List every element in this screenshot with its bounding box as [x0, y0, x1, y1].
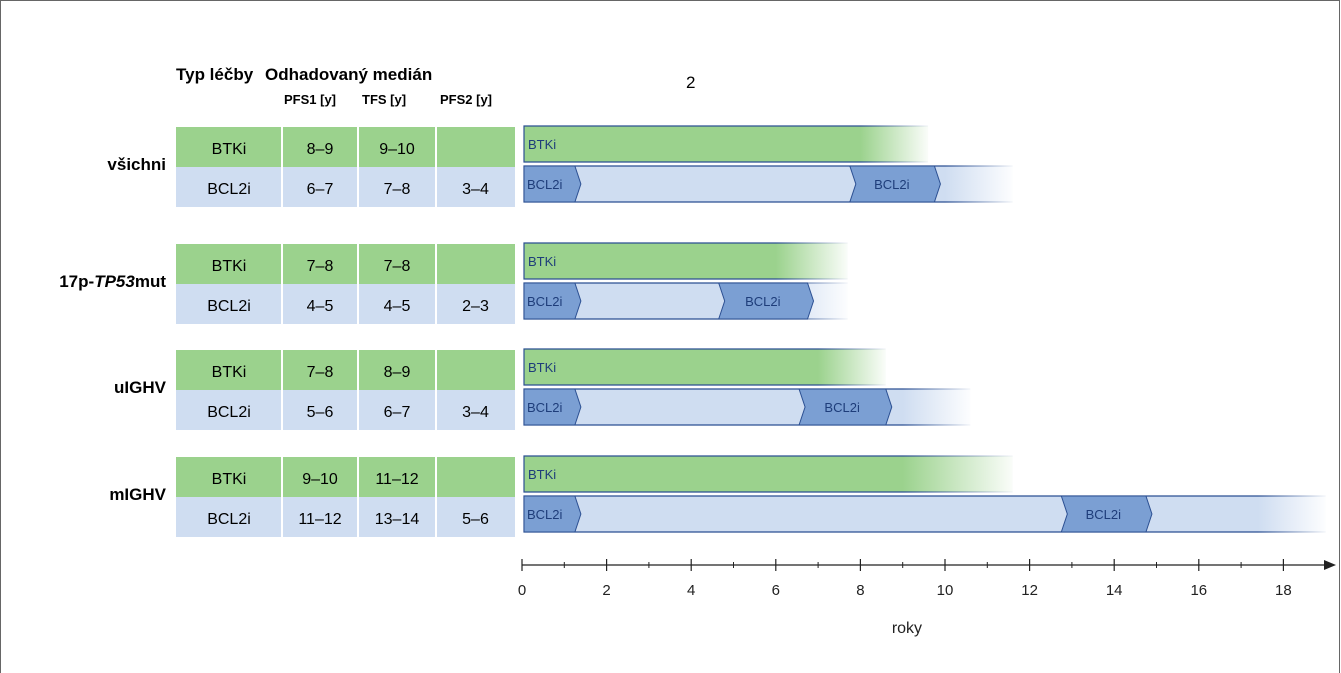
bcl2i-chevron [523, 165, 582, 203]
bcl2i-chevron [1060, 495, 1153, 533]
table-row-btki [176, 350, 515, 390]
header-pfs1: PFS1 [y] [284, 92, 336, 107]
bar-label-btki: BTKi [528, 467, 556, 482]
x-tick-label: 4 [687, 582, 695, 599]
table-row-bcl2i [176, 497, 515, 537]
x-axis: 0 2 4 6 8 10 12 14 16 18 roky [518, 559, 1336, 637]
group-label-suffix: mut [135, 272, 167, 291]
header-estimated-median: Odhadovaný medián [265, 65, 432, 84]
bar-bcl2i [524, 496, 1326, 532]
bar-btki [524, 456, 1013, 492]
table-row-btki [176, 457, 515, 497]
table-cell-therapy: BCL2i [207, 298, 251, 315]
table-cell-therapy: BTKi [212, 258, 247, 275]
group-label-prefix: mIGHV [109, 485, 166, 504]
table-cell-pfs1: 6–7 [307, 181, 334, 198]
median-table: BTKi 8–9 9–10 BCL2i 6–7 7–8 3–4 všichni BTKi 7–8 7… [59, 127, 515, 537]
bcl2i-chevron [849, 165, 941, 203]
table-cell-tfs: 7–8 [384, 258, 411, 275]
bcl2i-chevron [523, 388, 582, 426]
table-row-bcl2i [176, 390, 515, 430]
bar-btki [524, 349, 886, 385]
group-label: uIGHV [114, 378, 167, 397]
table-cell-pfs2: 3–4 [462, 181, 489, 198]
table-cell-pfs1: 9–10 [302, 471, 338, 488]
group-label: všichni [107, 155, 166, 174]
table-row-btki [176, 127, 515, 167]
bar-label-bcl2i: BCL2i [874, 177, 910, 192]
table-cell-pfs1: 5–6 [307, 404, 334, 421]
x-axis-arrow-icon [1324, 560, 1336, 570]
bar-bcl2i [524, 389, 971, 425]
bar-btki [524, 243, 848, 279]
table-cell-tfs: 6–7 [384, 404, 411, 421]
bar-label-btki: BTKi [528, 137, 556, 152]
bar-btki [524, 126, 929, 162]
bcl2i-chevron [718, 282, 815, 320]
table-cell-therapy: BCL2i [207, 511, 251, 528]
group-label: mIGHV [109, 485, 166, 504]
table-row-bcl2i [176, 167, 515, 207]
table-cell-tfs: 7–8 [384, 181, 411, 198]
table-cell-pfs2: 5–6 [462, 511, 489, 528]
x-tick-label: 0 [518, 582, 526, 599]
stray-number: 2 [686, 73, 695, 92]
bar-label-bcl2i: BCL2i [527, 177, 563, 192]
bcl2i-chevron [523, 495, 582, 533]
table-cell-tfs: 13–14 [375, 511, 420, 528]
table-cell-tfs: 8–9 [384, 364, 411, 381]
bar-label-btki: BTKi [528, 360, 556, 375]
bar-outline [523, 242, 848, 280]
bar-label-bcl2i: BCL2i [824, 400, 860, 415]
table-cell-therapy: BTKi [212, 364, 247, 381]
table-cell-tfs: 11–12 [375, 471, 418, 488]
table-cell-pfs1: 4–5 [307, 298, 334, 315]
x-tick-label: 12 [1021, 582, 1038, 599]
table-cell-tfs: 9–10 [379, 141, 415, 158]
group-label-italic: TP53 [94, 272, 135, 291]
bar-label-bcl2i: BCL2i [1086, 507, 1122, 522]
table-row-bcl2i [176, 284, 515, 324]
group-label-prefix: 17p- [59, 272, 94, 291]
table-cell-therapy: BCL2i [207, 181, 251, 198]
bar-outline [523, 455, 1013, 493]
table-cell-pfs2: 2–3 [462, 298, 489, 315]
group-label-prefix: všichni [107, 155, 166, 174]
header-therapy-type: Typ léčby [176, 65, 254, 84]
table-cell-pfs1: 7–8 [307, 364, 334, 381]
x-tick-label: 10 [937, 582, 954, 599]
x-tick-label: 16 [1190, 582, 1207, 599]
table-cell-pfs1: 7–8 [307, 258, 334, 275]
bcl2i-chevron [523, 282, 582, 320]
bar-outline [523, 125, 929, 163]
timeline-bars: BTKi BCL2i BCL2i BTKi BCL2i BCL2i BTKi BCL2i BCL… [523, 125, 1326, 533]
table-cell-tfs: 4–5 [384, 298, 411, 315]
x-tick-label: 14 [1106, 582, 1123, 599]
x-tick-label: 8 [856, 582, 864, 599]
bar-label-bcl2i: BCL2i [527, 400, 563, 415]
table-cell-therapy: BTKi [212, 141, 247, 158]
x-tick-label: 18 [1275, 582, 1292, 599]
table-row-btki [176, 244, 515, 284]
header-pfs2: PFS2 [y] [440, 92, 492, 107]
table-cell-therapy: BCL2i [207, 404, 251, 421]
bar-label-bcl2i: BCL2i [745, 294, 781, 309]
bar-label-bcl2i: BCL2i [527, 294, 563, 309]
group-label-prefix: uIGHV [114, 378, 167, 397]
bar-label-bcl2i: BCL2i [527, 507, 563, 522]
group-label: 17p-TP53mut [59, 272, 166, 291]
bar-outline [523, 348, 886, 386]
x-tick-label: 2 [602, 582, 610, 599]
table-cell-therapy: BTKi [212, 471, 247, 488]
x-axis-label: roky [892, 620, 922, 637]
table-cell-pfs2: 3–4 [462, 404, 489, 421]
bar-label-btki: BTKi [528, 254, 556, 269]
header-tfs: TFS [y] [362, 92, 406, 107]
x-tick-label: 6 [772, 582, 780, 599]
table-cell-pfs1: 8–9 [307, 141, 334, 158]
table-cell-pfs1: 11–12 [298, 511, 341, 528]
bcl2i-chevron [798, 388, 893, 426]
